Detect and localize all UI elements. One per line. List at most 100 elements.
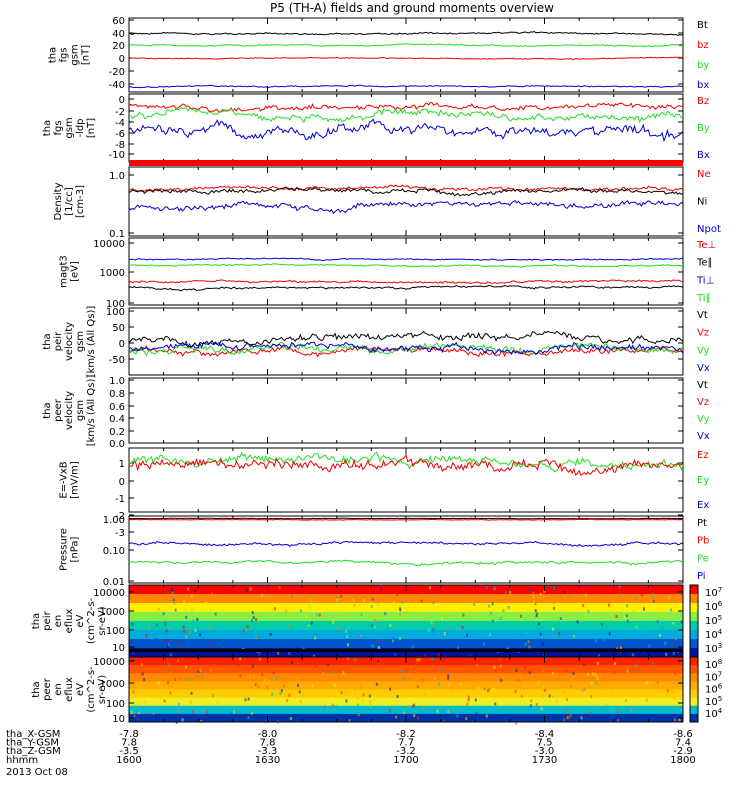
heatmap-cell xyxy=(534,601,537,605)
heatmap-cell xyxy=(244,698,247,702)
heatmap-cell xyxy=(348,719,351,723)
y-tick-label: -1 xyxy=(115,494,125,505)
colorbar-tick: 105 xyxy=(705,695,722,708)
y-tick-label: 100 xyxy=(106,626,125,637)
legend-blue: Ti⊥ xyxy=(696,275,714,286)
heatmap-cell xyxy=(374,625,377,629)
heatmap-cell xyxy=(345,699,348,703)
y-tick-label: 10 xyxy=(112,643,125,654)
heatmap-cell xyxy=(634,664,637,668)
heatmap-cell xyxy=(299,609,302,613)
heatmap-cell xyxy=(665,653,668,657)
heatmap-cell xyxy=(596,677,599,681)
heatmap-cell xyxy=(678,718,681,722)
heatmap-cell xyxy=(362,598,365,602)
heatmap-cell xyxy=(372,681,375,685)
heatmap-cell xyxy=(163,619,166,623)
heatmap-cell xyxy=(416,685,419,689)
heatmap-cell xyxy=(371,644,374,648)
panel-6: 1.0 0.8 0.60.4 0.20.0 thapeervelocitygsm[km/… xyxy=(42,375,710,450)
heatmap-cell xyxy=(615,614,618,618)
heatmap-cell xyxy=(288,693,291,697)
heatmap-cell xyxy=(291,714,294,718)
heatmap-cell xyxy=(371,597,374,601)
heatmap-cell xyxy=(537,680,540,684)
y-tick-label: -20 xyxy=(109,67,125,78)
panel-frame xyxy=(128,237,684,306)
heatmap-cell xyxy=(553,586,556,590)
panel-4: 10000 1000 100 magt3[eV] Te⊥ Te∥ Ti⊥ Ti∥ xyxy=(59,237,716,310)
heatmap-band xyxy=(129,639,683,649)
heatmap-cell xyxy=(177,702,180,706)
heatmap-cell xyxy=(353,603,356,607)
heatmap-cell xyxy=(226,666,229,670)
heatmap-cell xyxy=(250,711,253,715)
heatmap-cell xyxy=(626,670,629,674)
heatmap-cell xyxy=(448,683,451,687)
heatmap-cell xyxy=(679,592,682,596)
heatmap-cell xyxy=(301,693,304,697)
heatmap-cell xyxy=(507,605,510,609)
heatmap-cell xyxy=(480,644,483,648)
series-line-red xyxy=(128,184,684,193)
series-line-green xyxy=(128,341,684,357)
y-tick-label: 1 xyxy=(119,459,125,470)
heatmap-cell xyxy=(648,644,651,648)
heatmap-cell xyxy=(278,716,281,720)
panel-7: 1 0 -1 -2 -3 E=-VxB[mV/m] Ez Ey Ex xyxy=(59,447,709,539)
heatmap-cell xyxy=(625,699,628,703)
heatmap-cell xyxy=(257,685,260,689)
heatmap-cell xyxy=(311,684,314,688)
legend-blue: bx xyxy=(697,80,709,91)
heatmap-cell xyxy=(674,637,677,641)
panel-5: 100 50 0 -50 thapeirvelocitygsm[km/s (All Qs… xyxy=(42,306,710,378)
series-line-black xyxy=(128,31,684,37)
heatmap-cell xyxy=(169,691,172,695)
heatmap-cell xyxy=(252,674,255,678)
heatmap-cell xyxy=(589,712,592,716)
legend-black: Vt xyxy=(697,380,708,391)
panel-frame xyxy=(128,17,684,93)
heatmap-cell xyxy=(499,659,502,663)
heatmap-cell xyxy=(230,712,233,716)
heatmap-cell xyxy=(141,672,144,676)
heatmap-cell xyxy=(204,601,207,605)
series-line-green xyxy=(128,559,684,567)
heatmap-cell xyxy=(604,703,607,707)
heatmap-cell xyxy=(535,703,538,707)
colorbar-band xyxy=(690,713,698,723)
heatmap-cell xyxy=(167,681,170,685)
heatmap-cell xyxy=(209,607,212,611)
heatmap-cell xyxy=(562,690,565,694)
legend-green: Vy xyxy=(697,345,710,356)
heatmap-cell xyxy=(346,635,349,639)
heatmap-cell xyxy=(617,710,620,714)
heatmap-cell xyxy=(209,627,212,631)
heatmap-cell xyxy=(360,634,363,638)
heatmap-cell xyxy=(144,700,147,704)
series-line-blue xyxy=(128,84,683,89)
heatmap-cell xyxy=(610,691,613,695)
heatmap-cell xyxy=(340,691,343,695)
heatmap-cell xyxy=(181,718,184,722)
heatmap-cell xyxy=(346,643,349,647)
heatmap-cell xyxy=(502,711,505,715)
heatmap-cell xyxy=(475,712,478,716)
y-tick-label: -10 xyxy=(109,150,125,161)
heatmap-cell xyxy=(485,714,488,718)
heatmap-cell xyxy=(196,617,199,621)
heatmap-band xyxy=(129,594,683,604)
y-tick-label: 1.0 xyxy=(109,376,125,387)
colorbar-band xyxy=(690,585,698,595)
series-line-blue xyxy=(128,257,683,262)
series-line-red xyxy=(128,279,684,285)
heatmap-cell xyxy=(590,681,593,685)
heatmap-cell xyxy=(438,682,441,686)
heatmap-cell xyxy=(210,592,213,596)
legend-blue: Vx xyxy=(697,363,710,374)
heatmap-cell xyxy=(506,696,509,700)
y-tick-label: 0 xyxy=(119,54,125,65)
heatmap-cell xyxy=(651,661,654,665)
x-tick-value: 1800 xyxy=(670,755,695,766)
x-tick-value: -2.9 xyxy=(673,746,693,757)
